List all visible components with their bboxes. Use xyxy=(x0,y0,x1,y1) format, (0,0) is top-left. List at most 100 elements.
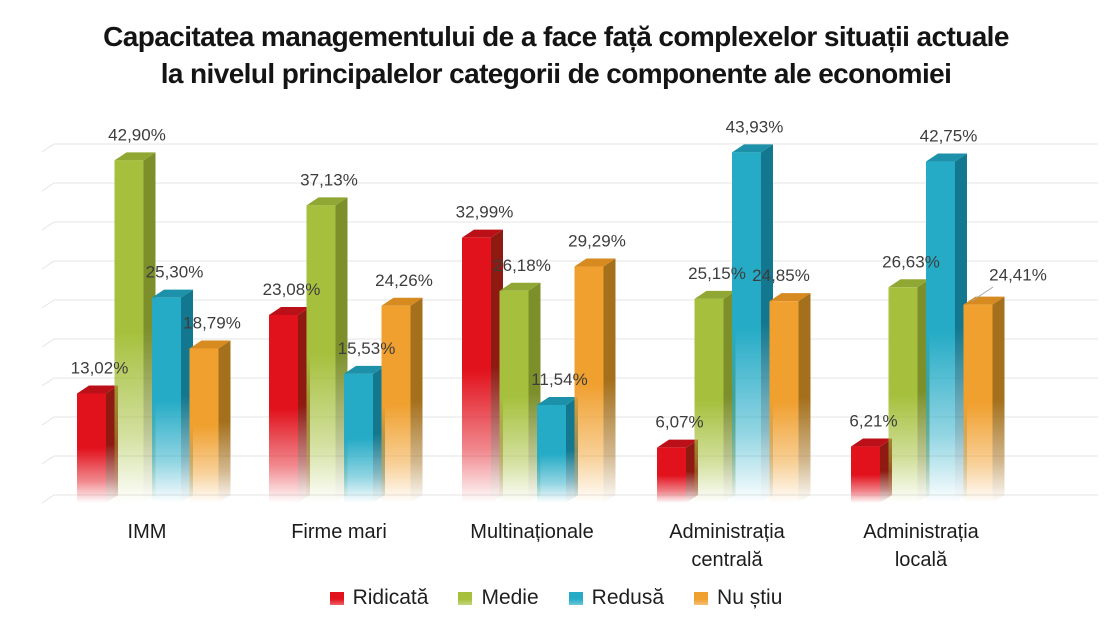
bar-top-face xyxy=(694,290,736,299)
bar-front-face xyxy=(732,152,761,503)
bar-top-face xyxy=(189,340,231,349)
bar-top-face xyxy=(963,296,1005,305)
bar-top-face xyxy=(381,297,423,306)
legend-label: Redusă xyxy=(591,586,665,609)
value-label: 26,63% xyxy=(882,252,940,271)
value-label: 37,13% xyxy=(300,170,358,189)
value-label: 13,02% xyxy=(71,358,129,377)
bar-top-face xyxy=(462,229,503,238)
category-axis: IMM Firme mari Multinaționale Administrația… xyxy=(128,521,980,571)
bar-front-face xyxy=(114,160,144,503)
legend-marker-icon xyxy=(694,591,709,605)
bar-front-face xyxy=(888,287,918,503)
bar-top-face xyxy=(926,153,967,162)
legend-label: Ridicată xyxy=(352,586,429,609)
bar-ridicată xyxy=(851,438,892,503)
value-label: 24,41% xyxy=(989,266,1047,285)
value-label: 25,15% xyxy=(688,264,746,283)
value-label: 18,79% xyxy=(183,313,241,332)
bar-top-face xyxy=(769,293,811,302)
bar-front-face xyxy=(344,373,373,503)
bar-front-face xyxy=(694,298,724,503)
bar-ridicată xyxy=(77,385,118,503)
bar-front-face xyxy=(306,205,336,504)
legend-item-redusă: Redusă xyxy=(568,586,665,610)
bar-top-face xyxy=(574,258,616,267)
value-label: 6,21% xyxy=(849,412,897,431)
bar-nu-știu xyxy=(189,340,231,503)
bar-redusă xyxy=(537,396,578,503)
bar-front-face xyxy=(152,297,181,503)
bar-front-face xyxy=(963,304,993,503)
bar-front-face xyxy=(574,266,604,503)
bar-top-face xyxy=(344,365,385,374)
value-label: 23,08% xyxy=(263,280,321,299)
bar-top-face xyxy=(732,144,773,153)
bar-top-face xyxy=(657,439,698,448)
category-label: Multinaționale xyxy=(470,521,593,543)
bar-top-face xyxy=(499,282,541,291)
legend-marker-icon xyxy=(329,591,344,605)
bar-ridicată xyxy=(269,306,310,503)
bar-front-face xyxy=(189,348,219,503)
value-label: 6,07% xyxy=(655,413,703,432)
bar-front-face xyxy=(269,314,298,503)
category-label: Administrația locală xyxy=(863,521,979,571)
bar-top-face xyxy=(152,289,193,298)
bar-top-face xyxy=(306,197,348,206)
value-label: 42,75% xyxy=(920,127,978,146)
legend-item-ridicată: Ridicată xyxy=(329,586,429,610)
bar-front-face xyxy=(657,447,686,503)
value-label: 26,18% xyxy=(493,256,551,275)
bar-front-face xyxy=(499,290,529,503)
gridline xyxy=(41,143,1098,153)
bar-side-face xyxy=(603,258,616,503)
chart-legend: Ridicată Medie Redusă Nu știu xyxy=(0,586,1112,610)
bar-front-face xyxy=(537,404,566,503)
data-labels: 13,02% 42,90% 25,30% 18,79% 23,08% 37,13% 15,5… xyxy=(71,117,1047,431)
bar-redusă xyxy=(926,153,967,504)
category-label: Firme mari xyxy=(291,521,387,543)
bar-redusă xyxy=(732,144,773,503)
legend-marker-icon xyxy=(568,591,583,605)
legend-marker-icon xyxy=(458,591,473,605)
bar-ridicată xyxy=(657,439,698,503)
label-leader-line xyxy=(971,286,994,302)
bars xyxy=(77,144,1005,504)
bar-top-face xyxy=(77,385,118,394)
value-label: 25,30% xyxy=(146,263,204,282)
bar-front-face xyxy=(769,301,799,503)
category-label: IMM xyxy=(128,521,167,543)
bar-side-face xyxy=(410,297,423,503)
bar-front-face xyxy=(851,446,880,503)
bar-medie xyxy=(694,290,736,503)
category-label: Administrația centrală xyxy=(669,521,785,571)
bar-front-face xyxy=(926,161,955,504)
chart-title-line2: la nivelul principalelor categorii de co… xyxy=(160,58,952,89)
legend-item-medie: Medie xyxy=(458,586,539,610)
bar-top-face xyxy=(269,306,310,315)
legend-item-nu-știu: Nu știu xyxy=(694,586,782,610)
value-label: 24,85% xyxy=(752,266,810,285)
value-label: 43,93% xyxy=(726,117,784,136)
bar-front-face xyxy=(77,393,106,503)
bar-side-face xyxy=(992,296,1005,503)
bar-medie xyxy=(499,282,541,503)
bar-nu-știu xyxy=(769,293,811,503)
bar-top-face xyxy=(888,279,930,288)
value-label: 32,99% xyxy=(456,203,514,222)
bar-medie xyxy=(114,152,156,503)
legend-label: Nu știu xyxy=(717,586,783,609)
bar-nu-știu xyxy=(963,296,1005,503)
bar-front-face xyxy=(462,237,491,504)
bar-side-face xyxy=(218,340,231,503)
bar-front-face xyxy=(381,305,411,503)
value-label: 29,29% xyxy=(568,232,626,251)
bar-top-face xyxy=(851,438,892,447)
bar-redusă xyxy=(344,365,385,503)
bar-top-face xyxy=(114,152,156,161)
bar-side-face xyxy=(798,293,811,503)
value-label: 15,53% xyxy=(338,339,396,358)
